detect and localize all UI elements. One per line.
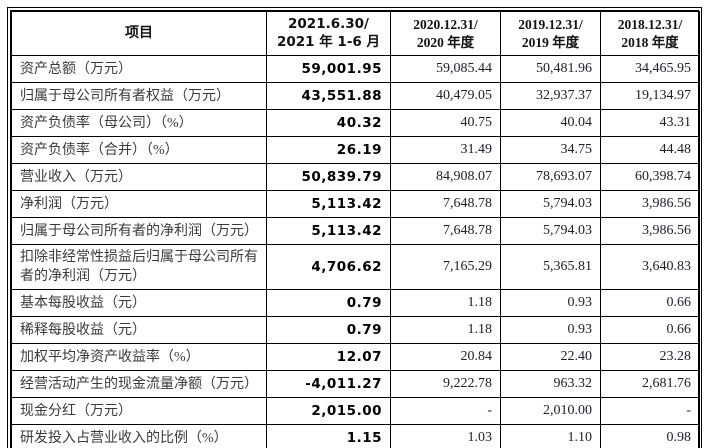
value-2018: 23.28 bbox=[600, 343, 700, 372]
row-label: 资产负债率（母公司）（%） bbox=[11, 109, 267, 138]
value-2019: 78,693.07 bbox=[500, 163, 601, 192]
table-row: 资产负债率（合并）（%） 26.19 31.49 34.75 44.48 bbox=[11, 136, 700, 165]
header-cell-item: 项目 bbox=[11, 10, 267, 57]
value-2019: 2,010.00 bbox=[500, 397, 601, 426]
value-2018: 19,134.97 bbox=[600, 82, 700, 111]
value-2019: 5,794.03 bbox=[500, 217, 601, 246]
value-2021: 59,001.95 bbox=[266, 55, 391, 84]
row-label: 净利润（万元） bbox=[11, 190, 267, 219]
value-2018: 3,986.56 bbox=[600, 190, 700, 219]
table-row: 资产负债率（母公司）（%） 40.32 40.75 40.04 43.31 bbox=[11, 109, 700, 138]
value-2021: 0.79 bbox=[266, 289, 391, 318]
value-2018: 2,681.76 bbox=[600, 370, 700, 399]
value-2020: 9,222.78 bbox=[390, 370, 501, 399]
value-2020: 1.18 bbox=[390, 316, 501, 345]
row-label: 营业收入（万元） bbox=[11, 163, 267, 192]
table-row: 营业收入（万元） 50,839.79 84,908.07 78,693.07 6… bbox=[11, 163, 700, 192]
value-2020: - bbox=[390, 397, 501, 426]
row-label: 基本每股收益（元） bbox=[11, 289, 267, 318]
value-2018: 44.48 bbox=[600, 136, 700, 165]
value-2020: 40.75 bbox=[390, 109, 501, 138]
table-row: 经营活动产生的现金流量净额（万元） -4,011.27 9,222.78 963… bbox=[11, 370, 700, 399]
row-label: 现金分红（万元） bbox=[11, 397, 267, 426]
table-row: 现金分红（万元） 2,015.00 - 2,010.00 - bbox=[11, 397, 700, 426]
value-2020: 1.18 bbox=[390, 289, 501, 318]
value-2018: 0.98 bbox=[600, 424, 700, 448]
table-row: 扣除非经常性损益后归属于母公司所有者的净利润（万元） 4,706.62 7,16… bbox=[11, 244, 700, 291]
value-2020: 7,648.78 bbox=[390, 217, 501, 246]
value-2021: 12.07 bbox=[266, 343, 391, 372]
table-row: 稀释每股收益（元） 0.79 1.18 0.93 0.66 bbox=[11, 316, 700, 345]
row-label: 归属于母公司所有者权益（万元） bbox=[11, 82, 267, 111]
value-2019: 1.10 bbox=[500, 424, 601, 448]
table-row: 加权平均净资产收益率（%） 12.07 20.84 22.40 23.28 bbox=[11, 343, 700, 372]
value-2019: 5,794.03 bbox=[500, 190, 601, 219]
value-2018: 34,465.95 bbox=[600, 55, 700, 84]
value-2019: 5,365.81 bbox=[500, 244, 601, 291]
value-2019: 34.75 bbox=[500, 136, 601, 165]
value-2020: 84,908.07 bbox=[390, 163, 501, 192]
value-2019: 22.40 bbox=[500, 343, 601, 372]
value-2021: 43,551.88 bbox=[266, 82, 391, 111]
row-label: 研发投入占营业收入的比例（%） bbox=[11, 424, 267, 448]
value-2021: 4,706.62 bbox=[266, 244, 391, 291]
row-label: 加权平均净资产收益率（%） bbox=[11, 343, 267, 372]
value-2021: 0.79 bbox=[266, 316, 391, 345]
value-2019: 40.04 bbox=[500, 109, 601, 138]
value-2019: 963.32 bbox=[500, 370, 601, 399]
value-2021: 2,015.00 bbox=[266, 397, 391, 426]
value-2021: 50,839.79 bbox=[266, 163, 391, 192]
value-2018: 3,986.56 bbox=[600, 217, 700, 246]
value-2019: 50,481.96 bbox=[500, 55, 601, 84]
row-label: 扣除非经常性损益后归属于母公司所有者的净利润（万元） bbox=[11, 244, 267, 291]
value-2019: 32,937.37 bbox=[500, 82, 601, 111]
value-2019: 0.93 bbox=[500, 289, 601, 318]
value-2020: 31.49 bbox=[390, 136, 501, 165]
table-row: 归属于母公司所有者权益（万元） 43,551.88 40,479.05 32,9… bbox=[11, 82, 700, 111]
row-label: 归属于母公司所有者的净利润（万元） bbox=[11, 217, 267, 246]
value-2020: 7,165.29 bbox=[390, 244, 501, 291]
header-cell-2019: 2019.12.31/ 2019 年度 bbox=[500, 10, 601, 57]
value-2020: 1.03 bbox=[390, 424, 501, 448]
value-2021: 1.15 bbox=[266, 424, 391, 448]
row-label: 经营活动产生的现金流量净额（万元） bbox=[11, 370, 267, 399]
value-2018: - bbox=[600, 397, 700, 426]
value-2020: 40,479.05 bbox=[390, 82, 501, 111]
table-row: 研发投入占营业收入的比例（%） 1.15 1.03 1.10 0.98 bbox=[11, 424, 700, 448]
header-cell-2021: 2021.6.30/ 2021 年 1-6 月 bbox=[266, 10, 391, 57]
value-2020: 59,085.44 bbox=[390, 55, 501, 84]
value-2018: 3,640.83 bbox=[600, 244, 700, 291]
value-2020: 7,648.78 bbox=[390, 190, 501, 219]
value-2021: 5,113.42 bbox=[266, 190, 391, 219]
table-row: 资产总额（万元） 59,001.95 59,085.44 50,481.96 3… bbox=[11, 55, 700, 84]
value-2019: 0.93 bbox=[500, 316, 601, 345]
value-2021: 26.19 bbox=[266, 136, 391, 165]
table-row: 基本每股收益（元） 0.79 1.18 0.93 0.66 bbox=[11, 289, 700, 318]
header-row: 项目 2021.6.30/ 2021 年 1-6 月 2020.12.31/ 2… bbox=[11, 10, 700, 57]
value-2018: 0.66 bbox=[600, 289, 700, 318]
value-2018: 43.31 bbox=[600, 109, 700, 138]
value-2021: 40.32 bbox=[266, 109, 391, 138]
table-row: 归属于母公司所有者的净利润（万元） 5,113.42 7,648.78 5,79… bbox=[11, 217, 700, 246]
value-2020: 20.84 bbox=[390, 343, 501, 372]
value-2018: 0.66 bbox=[600, 316, 700, 345]
row-label: 资产总额（万元） bbox=[11, 55, 267, 84]
row-label: 资产负债率（合并）（%） bbox=[11, 136, 267, 165]
financial-summary-table-border: 项目 2021.6.30/ 2021 年 1-6 月 2020.12.31/ 2… bbox=[7, 7, 702, 448]
row-label: 稀释每股收益（元） bbox=[11, 316, 267, 345]
header-cell-2020: 2020.12.31/ 2020 年度 bbox=[390, 10, 501, 57]
value-2018: 60,398.74 bbox=[600, 163, 700, 192]
value-2021: 5,113.42 bbox=[266, 217, 391, 246]
financial-summary-table: 项目 2021.6.30/ 2021 年 1-6 月 2020.12.31/ 2… bbox=[11, 10, 700, 448]
header-cell-2018: 2018.12.31/ 2018 年度 bbox=[600, 10, 700, 57]
value-2021: -4,011.27 bbox=[266, 370, 391, 399]
table-row: 净利润（万元） 5,113.42 7,648.78 5,794.03 3,986… bbox=[11, 190, 700, 219]
